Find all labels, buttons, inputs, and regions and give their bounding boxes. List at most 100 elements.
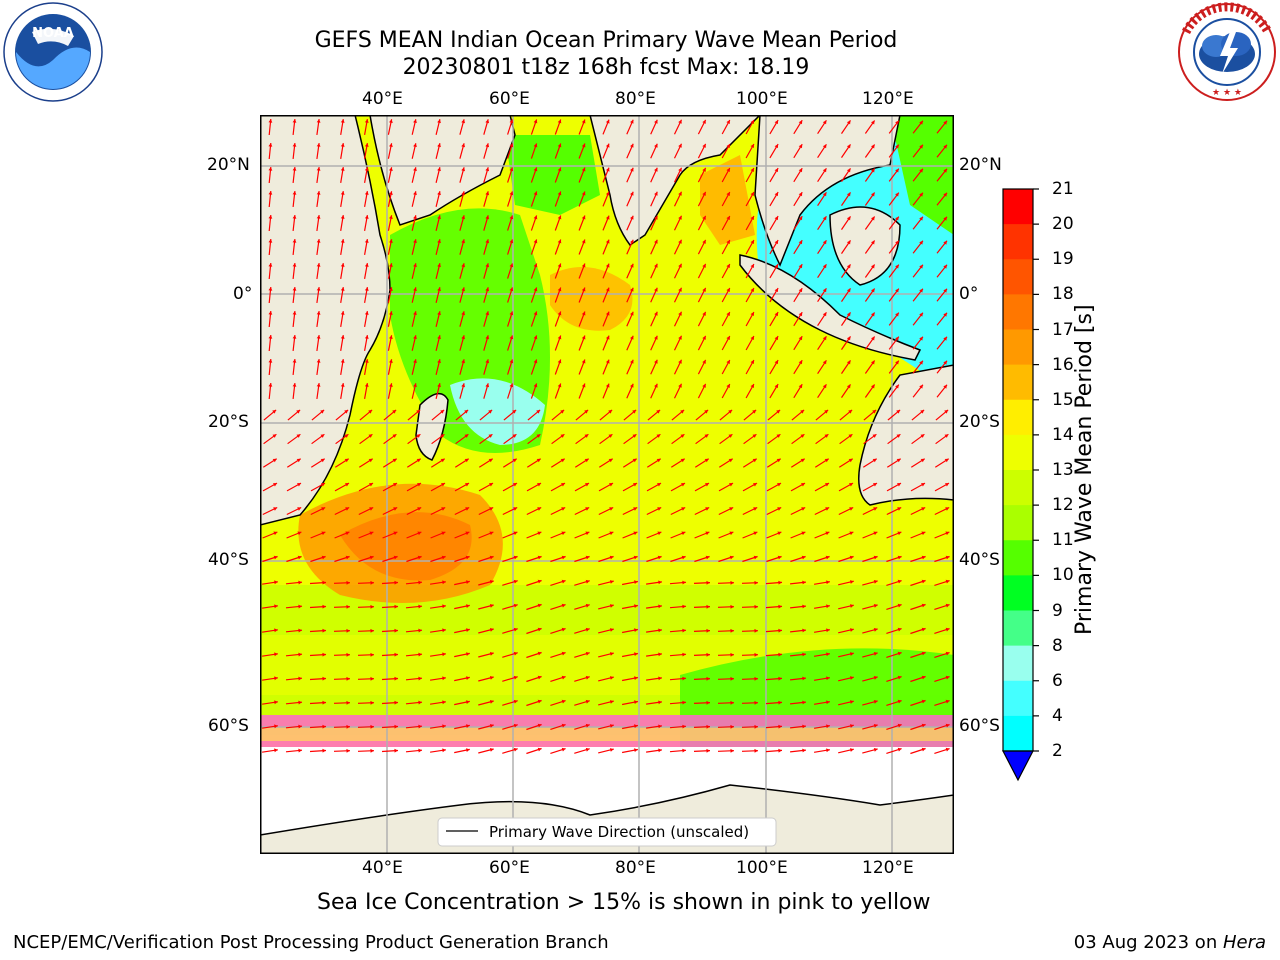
wave-arrow-head (537, 747, 542, 752)
wave-arrow-head (919, 384, 923, 389)
wave-arrow-head (826, 676, 830, 681)
wave-arrow-head (340, 239, 345, 243)
wave-arrow-head (466, 700, 470, 704)
wave-arrow-head (537, 699, 542, 704)
colorbar-segment (1003, 540, 1033, 576)
colorbar-segment (1003, 715, 1033, 752)
wave-arrow-head (418, 628, 422, 633)
wave-arrow-head (585, 483, 589, 487)
wave-arrow-head (537, 531, 542, 536)
wave-arrow-head (730, 580, 734, 585)
wave-arrow-head (750, 360, 754, 364)
wave-arrow-head (678, 335, 682, 340)
wave-arrow-head (873, 555, 878, 560)
wave-arrow-head (656, 434, 661, 438)
wave-arrow-head (533, 191, 538, 196)
wave-arrow-head (368, 409, 373, 414)
wave-arrow-head (561, 651, 566, 656)
wave-arrow-head (726, 312, 730, 316)
wave-arrow-head (321, 483, 325, 487)
svg-text:★ ★ ★: ★ ★ ★ (1212, 88, 1242, 98)
wave-arrow-head (871, 216, 875, 221)
wave-arrow-head (630, 383, 634, 388)
wave-arrow-head (682, 652, 686, 657)
wave-arrow-head (440, 434, 445, 438)
wave-arrow-head (702, 215, 706, 220)
wave-arrow-head (897, 531, 902, 536)
wave-arrow-head (561, 723, 566, 728)
wave-arrow-head (509, 311, 514, 316)
wave-arrow-head (778, 676, 782, 681)
wave-arrow-head (561, 699, 566, 704)
wave-arrow-head (774, 168, 779, 173)
colorbar-tick-label: 17 (1052, 319, 1074, 340)
wave-arrow-head (726, 216, 730, 220)
wave-arrow-head (633, 555, 638, 560)
wave-arrow-head (418, 700, 422, 705)
wave-arrow-head (849, 531, 854, 536)
wave-arrow-head (896, 434, 901, 438)
wave-arrow-head (394, 724, 398, 729)
wave-arrow-head (654, 215, 658, 220)
wave-arrow-head (654, 191, 658, 196)
wave-arrow-head (557, 167, 562, 172)
wave-arrow-head (389, 335, 393, 339)
wave-arrow-head (657, 555, 662, 560)
wave-arrow-head (394, 748, 398, 753)
wave-arrow-head (919, 360, 923, 365)
wave-arrow-head (417, 531, 422, 536)
wave-arrow-head (846, 384, 851, 389)
wave-arrow-head (322, 628, 326, 633)
wave-arrow-head (461, 239, 465, 244)
colorbar-segment (1003, 575, 1033, 611)
wave-arrow-head (561, 603, 566, 608)
wave-arrow-head (561, 627, 566, 632)
wave-arrow-head (945, 483, 949, 487)
wave-arrow-head (605, 239, 610, 244)
wave-arrow-head (274, 628, 278, 633)
wave-arrow-head (776, 434, 781, 438)
wave-arrow-head (943, 240, 947, 245)
wave-arrow-head (706, 700, 710, 705)
wave-arrow-head (581, 335, 586, 340)
wave-arrow-head (537, 627, 542, 632)
lon-tick-top-2: 80°E (615, 89, 656, 109)
wave-arrow-head (605, 335, 610, 340)
wave-arrow-head (320, 409, 325, 414)
wave-arrow-head (750, 168, 754, 172)
wave-arrow-head (533, 263, 538, 268)
wave-arrow-head (609, 628, 614, 632)
chart-title-line1: GEFS MEAN Indian Ocean Primary Wave Mean… (314, 28, 898, 53)
wave-arrow-head (634, 748, 638, 752)
wave-arrow-head (585, 747, 590, 752)
wave-arrow-head (537, 651, 542, 656)
wave-arrow-head (441, 555, 446, 560)
wave-arrow-head (316, 383, 321, 387)
wave-arrow-head (316, 335, 321, 339)
wave-arrow-head (442, 676, 446, 681)
colorbar-segment (1003, 294, 1033, 330)
wave-arrow-head (581, 167, 586, 172)
wave-arrow-head (557, 191, 562, 196)
wave-arrow-head (658, 628, 662, 633)
wave-arrow-head (943, 192, 947, 197)
wave-arrow-head (682, 700, 686, 705)
wave-arrow-head (654, 119, 658, 124)
wave-arrow-head (513, 555, 518, 560)
wave-arrow-head (705, 483, 709, 487)
wave-arrow-head (895, 384, 899, 389)
wave-arrow-head (413, 287, 417, 291)
wave-arrow-head (557, 383, 562, 388)
wave-arrow-head (370, 748, 374, 753)
wave-arrow-head (656, 409, 661, 414)
wave-arrow-head (485, 383, 490, 388)
wave-arrow-head (489, 507, 494, 511)
wave-arrow-head (537, 483, 541, 487)
bay-bengal-orange (700, 155, 755, 245)
wave-arrow-head (897, 603, 902, 608)
wave-arrow-head (345, 483, 349, 487)
wave-arrow-head (533, 119, 538, 124)
wave-arrow-head (850, 724, 854, 728)
wave-arrow-head (726, 360, 730, 364)
wave-arrow-head (849, 507, 854, 511)
